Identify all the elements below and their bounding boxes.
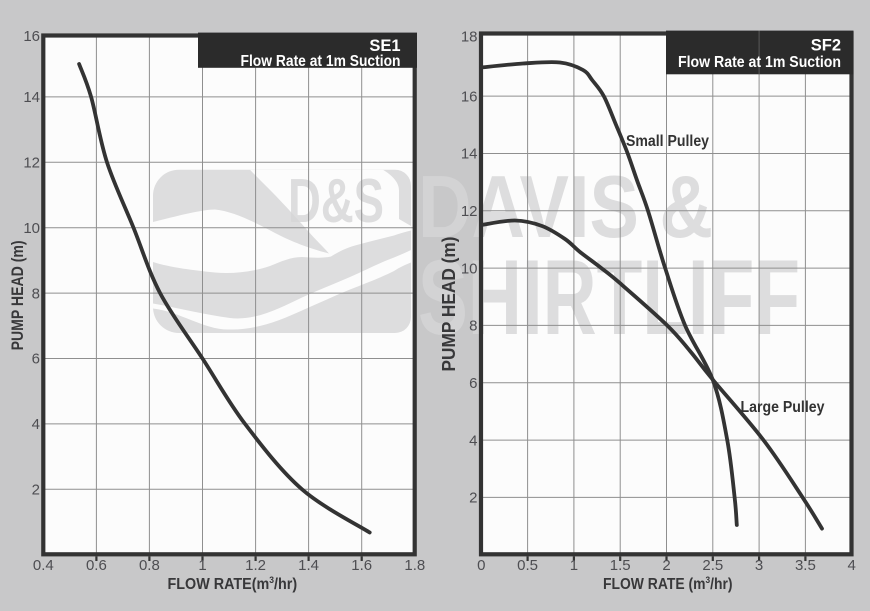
svg-text:16: 16 [461, 88, 478, 105]
svg-text:10: 10 [23, 220, 40, 237]
svg-text:SHIRTLIFF: SHIRTLIFF [418, 237, 800, 357]
svg-text:1: 1 [570, 557, 578, 574]
svg-text:1.4: 1.4 [298, 557, 319, 574]
svg-text:6: 6 [469, 375, 477, 392]
svg-text:1.5: 1.5 [610, 557, 631, 574]
svg-text:1.6: 1.6 [351, 557, 372, 574]
svg-text:4: 4 [469, 432, 477, 449]
svg-text:1.2: 1.2 [245, 557, 266, 574]
svg-text:Large Pulley: Large Pulley [741, 399, 825, 416]
svg-text:12: 12 [461, 203, 478, 220]
svg-text:4: 4 [848, 557, 856, 574]
svg-text:PUMP HEAD (m): PUMP HEAD (m) [439, 237, 459, 372]
svg-text:FLOW RATE(m3/hr): FLOW RATE(m3/hr) [168, 575, 298, 594]
svg-text:3: 3 [755, 557, 763, 574]
svg-text:14: 14 [461, 146, 478, 163]
svg-text:1.8: 1.8 [404, 557, 425, 574]
svg-text:0.4: 0.4 [33, 557, 54, 574]
svg-text:16: 16 [23, 28, 40, 45]
svg-text:0: 0 [477, 557, 485, 574]
svg-text:8: 8 [469, 318, 477, 335]
svg-text:12: 12 [23, 155, 40, 172]
svg-text:FLOW RATE (m3/hr): FLOW RATE (m3/hr) [603, 574, 733, 593]
svg-text:Flow Rate at 1m Suction: Flow Rate at 1m Suction [678, 54, 841, 71]
svg-text:1: 1 [198, 557, 206, 574]
svg-text:2: 2 [469, 490, 477, 507]
svg-text:0.5: 0.5 [517, 557, 538, 574]
svg-text:0.8: 0.8 [139, 557, 160, 574]
svg-text:SF2: SF2 [811, 36, 841, 54]
svg-text:18: 18 [461, 29, 478, 46]
svg-text:6: 6 [32, 351, 40, 368]
svg-text:PUMP HEAD (m): PUMP HEAD (m) [8, 240, 27, 350]
svg-text:2: 2 [32, 482, 40, 499]
svg-text:0.6: 0.6 [86, 557, 107, 574]
svg-text:14: 14 [23, 89, 40, 106]
svg-text:3.5: 3.5 [795, 557, 816, 574]
svg-text:8: 8 [32, 285, 40, 302]
svg-text:4: 4 [32, 416, 40, 433]
svg-text:10: 10 [461, 260, 478, 277]
svg-text:SE1: SE1 [369, 37, 400, 55]
svg-text:D&S: D&S [288, 167, 384, 236]
svg-text:2.5: 2.5 [702, 557, 723, 574]
svg-text:Flow Rate at 1m Suction: Flow Rate at 1m Suction [241, 53, 401, 70]
svg-text:2: 2 [662, 557, 670, 574]
svg-text:Small Pulley: Small Pulley [626, 133, 709, 150]
